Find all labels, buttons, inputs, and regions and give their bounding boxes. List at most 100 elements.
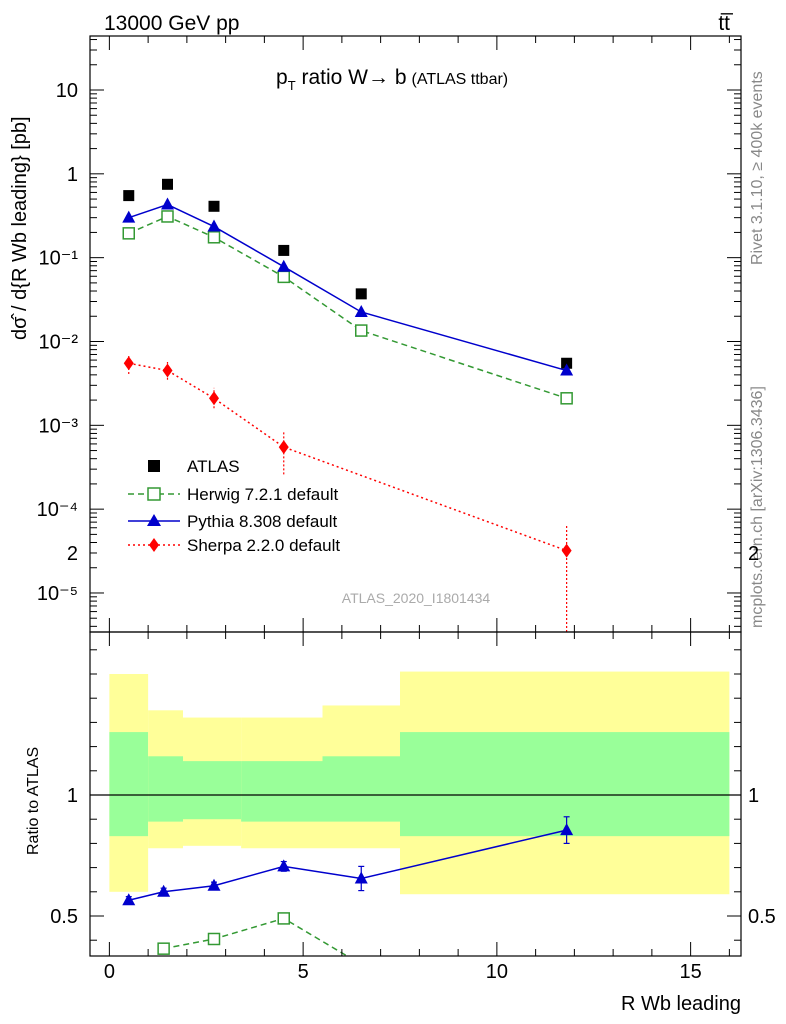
upper-axis-ticks [90, 36, 741, 632]
ratio-point [207, 932, 221, 946]
y-tick-label: 10⁻³ [39, 415, 79, 437]
uncertainty-band-inner [109, 732, 149, 837]
uncertainty-band-inner [322, 756, 400, 822]
data-point [122, 210, 136, 223]
ratio-point [157, 942, 170, 955]
series-line [128, 215, 567, 400]
data-point [209, 391, 219, 406]
legend-sherpa-marker [149, 538, 159, 552]
watermark: ATLAS_2020_I1801434 [342, 590, 491, 606]
ratio-point [277, 912, 290, 925]
data-point [123, 356, 134, 371]
series-3 [123, 354, 572, 632]
series-0 [123, 178, 573, 369]
data-point [355, 288, 367, 300]
ratio-point [560, 823, 574, 836]
header-right: tt̅ [718, 12, 734, 35]
upper-ylabel: dσ̂ / d{R Wb leading} [pb] [9, 116, 31, 340]
series-2 [122, 197, 574, 376]
legend-pythia-marker [147, 514, 161, 526]
y-tick-label: 10⁻⁴ [37, 499, 78, 521]
upper-series [122, 178, 574, 632]
title-main: p [276, 66, 288, 89]
uncertainty-band-inner [183, 761, 242, 820]
ratio-line [128, 829, 567, 901]
data-point [278, 244, 290, 256]
uncertainty-band-inner [148, 756, 183, 822]
data-point [277, 270, 290, 284]
mcplots-label: mcplots.cern.ch [arXiv:1306.3436] [749, 386, 766, 628]
data-point [560, 392, 573, 405]
ratio-series [122, 816, 574, 970]
uncertainty-band-inner [241, 761, 323, 822]
title-small: (ATLAS ttbar) [412, 71, 509, 88]
ratio-herwig [157, 912, 367, 970]
y-tick-label: 10 [56, 80, 78, 102]
data-point [560, 363, 574, 376]
main-panel: 10 1 10⁻¹ 10⁻² 10⁻³ 10⁻⁴ 10⁻⁵ pT ratio W→ b (AT… [9, 35, 742, 633]
legend-pythia-label: Pythia 8.308 default [187, 512, 338, 531]
data-point [277, 259, 291, 272]
ratio-point [207, 878, 221, 891]
series-1 [122, 210, 573, 405]
ratio-point [354, 871, 368, 884]
data-point [354, 304, 368, 317]
ratio-y-tick-label-right: 2 [748, 543, 759, 565]
ratio-frame [89, 631, 742, 957]
data-point [161, 210, 174, 223]
data-point [122, 227, 135, 240]
ratio-point [157, 884, 171, 897]
ratio-panel: 0.5 0.5 1 1 2 2 0 5 10 15 Ratio to ATLAS R Wb lea… [25, 543, 776, 1015]
ratio-y-tick-label-right: 0.5 [748, 906, 776, 928]
ratio-ylabel: Ratio to ATLAS [25, 747, 42, 855]
data-point [561, 357, 573, 369]
ratio-point [356, 959, 367, 970]
x-tick-label: 10 [486, 961, 508, 983]
ratio-point [122, 893, 136, 906]
data-point [123, 190, 135, 202]
xlabel: R Wb leading [621, 993, 741, 1015]
rivet-label: Rivet 3.1.10, ≥ 400k events [749, 71, 766, 265]
y-tick-label: 10⁻⁵ [37, 583, 78, 605]
ratio-tick-labels: 0.5 0.5 1 1 2 2 0 5 10 15 [50, 543, 776, 983]
data-point [161, 197, 174, 210]
ratio-point [277, 859, 291, 872]
uncertainty-band-inner [400, 732, 730, 837]
y-tick-label: 10⁻² [39, 331, 79, 353]
header-left: 13000 GeV pp [104, 12, 239, 35]
plot-title: pT ratio W→ b (ATLAS ttbar) [276, 66, 508, 93]
title-sub: T [288, 78, 296, 93]
legend-herwig-marker [147, 487, 161, 501]
x-tick-label: 15 [680, 961, 702, 983]
upper-tick-labels: 10 1 10⁻¹ 10⁻² 10⁻³ 10⁻⁴ 10⁻⁵ [37, 80, 79, 605]
ratio-y-tick-label-left: 1 [67, 785, 78, 807]
ratio-pythia [122, 816, 574, 906]
legend-atlas-label: ATLAS [187, 457, 240, 476]
data-point [208, 200, 220, 212]
data-point [207, 231, 221, 244]
ratio-bands [109, 671, 730, 895]
data-point [278, 440, 289, 455]
data-point [162, 363, 173, 378]
data-point [162, 178, 173, 190]
data-point [355, 324, 368, 337]
x-tick-label: 0 [104, 961, 115, 983]
data-point [207, 219, 221, 232]
y-tick-label: 1 [67, 164, 78, 186]
series-line [128, 362, 567, 552]
series-line [128, 203, 567, 372]
data-point [561, 543, 572, 558]
ratio-y-tick-label-right: 1 [748, 785, 759, 807]
ratio-axis-ticks [90, 632, 741, 956]
y-tick-label: 10⁻¹ [39, 248, 79, 270]
legend-atlas-marker [148, 460, 160, 472]
title-rest: ratio W→ b [296, 66, 407, 89]
ratio-line [163, 917, 349, 956]
x-tick-label: 5 [298, 961, 309, 983]
ratio-y-tick-label-left: 0.5 [50, 906, 78, 928]
ratio-y-tick-label-left: 2 [67, 543, 78, 565]
legend-sherpa-label: Sherpa 2.2.0 default [187, 536, 340, 555]
legend: ATLAS Herwig 7.2.1 default Pythia 8.308 … [128, 457, 340, 555]
legend-herwig-label: Herwig 7.2.1 default [187, 485, 338, 504]
